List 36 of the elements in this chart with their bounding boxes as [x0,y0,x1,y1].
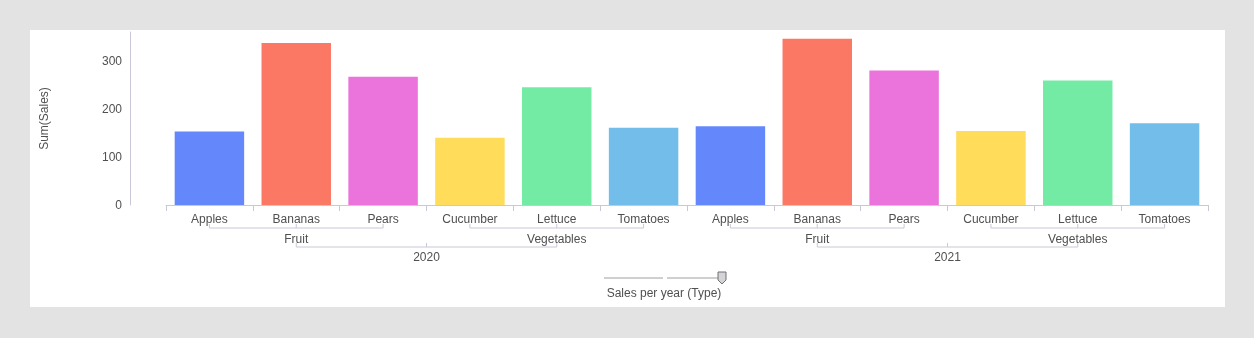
x-tick-label: Apples [712,212,749,226]
bar [608,127,679,205]
y-tick-label: 300 [101,53,123,68]
y-tick-label: 0 [115,198,123,212]
x-tick-label: Cucumber [442,212,498,226]
bar [522,87,592,205]
x-axis-title: Sales per year (Type) [606,286,722,300]
y-axis-title: Sum(Sales) [37,87,51,150]
y-tick-label: 100 [101,149,123,164]
x-tick-label: Bananas [793,212,841,226]
bar [1043,80,1113,205]
x-tick-label: Lettuce [1058,212,1098,226]
x-tick-label: Pears [888,212,920,226]
bar [869,70,939,205]
bar [782,38,852,205]
bar [695,126,766,205]
bar [261,43,331,205]
bar [174,131,245,205]
x-tick-label: Apples [191,212,228,226]
x-tick-label: Lettuce [537,212,577,226]
text: Fruit [805,232,830,246]
text: Vegetables [527,232,587,246]
text: Fruit [284,232,309,246]
x-tick-label: Pears [367,212,399,226]
text: Vegetables [1048,232,1108,246]
bar [1129,123,1200,205]
x-tick-label: Tomatoes [1138,212,1191,226]
text: 2021 [934,250,962,264]
x-tick-label: Tomatoes [617,212,670,226]
bar [956,130,1026,205]
bar [435,137,505,205]
y-tick-label: 200 [101,101,123,116]
x-tick-label: Cucumber [963,212,1019,226]
text: 2020 [413,250,441,264]
x-tick-label: Bananas [272,212,320,226]
bar [348,76,418,205]
